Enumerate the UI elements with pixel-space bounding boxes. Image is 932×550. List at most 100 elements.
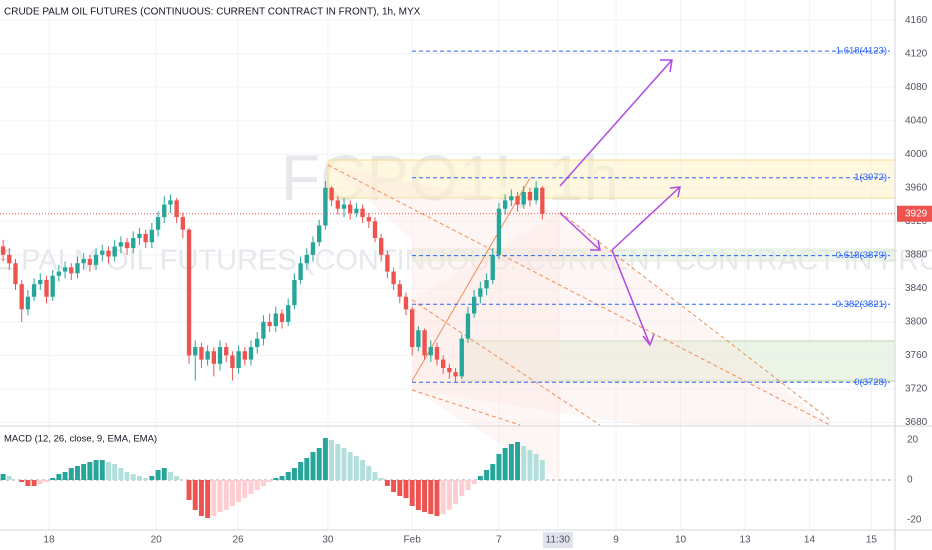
macd-bar [484,470,490,480]
macd-bar [285,472,291,480]
macd-bar [440,480,446,514]
candle-body [131,238,136,249]
candle-body [199,347,204,360]
y-tick-label: 3760 [905,350,928,361]
last-price-box [897,205,932,222]
candle-body [279,313,285,322]
macd-bar [205,480,211,518]
candle-body [348,204,353,213]
macd-bar [446,480,452,510]
candle-body [100,250,105,255]
candle-body [93,254,99,265]
macd-bar [459,480,465,496]
y-tick-label: 4080 [905,82,928,93]
channel-line [411,389,521,426]
candle-body [261,321,266,339]
candle-body [236,351,241,368]
candle-body [267,321,272,327]
candle-body [13,263,18,285]
macd-bar [25,480,31,486]
candle-body [186,229,192,356]
y-tick-label: 3840 [905,283,928,294]
candle-body [25,296,31,310]
candle-body [440,359,446,368]
macd-bar [50,478,56,480]
candle-body [360,208,365,218]
macd-bar [533,454,539,480]
macd-bar [428,480,434,514]
candle-body [19,284,24,310]
candle-body [174,200,179,218]
macd-bar [19,480,25,482]
channel-fill [328,165,560,480]
candle-body [242,351,247,360]
y-tick-label: 4040 [905,115,928,126]
fib-label: 1(3972) [854,172,887,183]
candle-body [453,372,458,377]
macd-bar [99,460,105,480]
macd-bar [186,480,192,500]
candle-body [459,338,464,377]
macd-bar [298,462,304,480]
candle-body [143,233,148,243]
macd-bar [422,480,428,512]
candle-body [416,330,421,348]
x-tick-label: 9 [613,535,619,546]
y2-tick-label: 0 [907,475,913,486]
candle-body [87,259,93,265]
x-tick-label: 18 [43,535,55,546]
candle-body [180,217,186,230]
macd-bar [397,480,403,496]
candle-body [484,279,489,289]
candle-body [69,267,74,274]
candle-body [75,263,80,274]
channel-line [559,211,831,421]
y-tick-label: 3960 [905,182,928,193]
macd-bar [211,480,217,516]
candle-body [304,254,309,264]
channel-fill [412,212,830,425]
candle-body [31,284,37,297]
macd-bar [515,442,521,480]
grid [0,0,895,530]
candle-body [372,221,378,239]
last-price-label: 3929 [905,208,928,219]
candle-body [509,196,514,201]
candle-body [205,351,210,360]
macd-bar [31,480,37,486]
macd-bar [217,480,223,512]
y-tick-label: 4120 [905,48,928,59]
y-tick-label: 4160 [905,15,928,26]
macd-bar [136,476,142,480]
y2-tick-label: -20 [907,515,922,526]
x-tick-label: 15 [866,535,878,546]
candle-body [391,271,396,285]
x-tick-label: 14 [804,535,816,546]
fib-label: 0.618(3879) [836,250,887,261]
y-tick-label: 3800 [905,317,928,328]
candle-body [298,263,303,280]
candle-body [471,296,477,314]
fib-label: 1.618(4123) [836,46,887,57]
candle-body [515,196,520,205]
macd-bar [347,452,353,480]
macd-bar [279,476,285,480]
macd-bar [6,476,12,480]
candle-body [286,305,291,322]
y-tick-label: 3680 [905,417,928,428]
macd-bar [490,464,496,480]
macd-bar [341,448,347,480]
macd-bar [316,448,322,480]
support-zone [461,340,896,382]
axes: 3680372037603800384038803920396040004040… [0,15,932,548]
macd-bar [112,464,118,480]
macd-pane [0,438,545,518]
macd-bar [353,456,359,480]
x-tick-label: Feb [404,535,422,546]
candle-body [44,279,49,297]
macd-bar [149,476,155,480]
candle-body [490,254,495,280]
candle-body [81,259,86,264]
fib-label: 0.382(3821) [836,299,887,310]
